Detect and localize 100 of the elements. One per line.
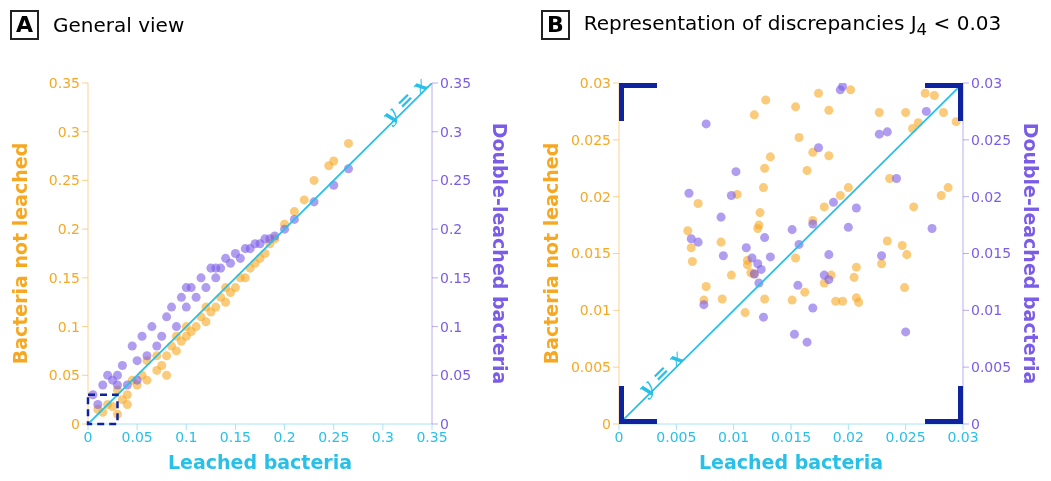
point	[882, 127, 892, 137]
y2-tick-label: 0.03	[971, 74, 1003, 91]
x-tick-label: 0	[614, 428, 624, 445]
chart-title: General view	[53, 13, 185, 37]
y2-axis-title: Double-leached bacteria	[1020, 122, 1043, 385]
y-tick-label: 0.025	[570, 131, 611, 148]
y-tick-label: 0.01	[579, 302, 611, 319]
point	[901, 327, 911, 337]
point	[162, 312, 172, 322]
point	[240, 273, 250, 283]
y2-tick-label: 0.2	[440, 221, 463, 238]
y-tick-label: 0.3	[57, 123, 80, 140]
y2-tick-label: 0.025	[971, 131, 1012, 148]
point	[235, 253, 245, 263]
point	[171, 346, 181, 356]
point	[814, 143, 824, 153]
y2-tick-label: 0.01	[971, 302, 1003, 319]
point	[112, 380, 122, 390]
x-tick-label: 0.02	[832, 428, 864, 445]
point	[98, 380, 108, 390]
x-axis-title: Leached bacteria	[698, 451, 884, 473]
point	[176, 292, 186, 302]
point	[835, 85, 845, 95]
x-tick-label: 0.15	[219, 428, 252, 445]
point	[309, 175, 319, 185]
chart-title: Representation of discrepancies J$_{4}$ < 0.03	[583, 11, 1002, 39]
point	[162, 351, 172, 361]
point	[108, 401, 118, 411]
y-tick-label: 0.2	[57, 221, 80, 238]
point	[684, 188, 694, 198]
point	[122, 400, 132, 410]
point	[731, 167, 741, 177]
point	[789, 329, 799, 339]
point	[191, 292, 201, 302]
y-axis-title: Bacteria not leached	[539, 142, 562, 365]
x-tick-label: 0.015	[770, 428, 812, 445]
x-tick-label: 0.05	[121, 428, 153, 445]
point	[127, 341, 137, 351]
y2-tick-label: 0.015	[971, 245, 1012, 262]
point	[726, 191, 736, 201]
point	[701, 119, 711, 129]
y-tick-label: 0.03	[579, 74, 611, 91]
point	[162, 370, 172, 380]
y-tick-label: 0.005	[570, 359, 611, 376]
point	[686, 234, 696, 244]
point	[828, 197, 838, 207]
point	[824, 250, 834, 260]
point	[112, 370, 122, 380]
point	[921, 106, 931, 116]
y-tick-label: 0.15	[48, 269, 80, 286]
y-tick-label: 0.05	[48, 367, 80, 384]
annotation: y = x	[376, 71, 434, 129]
y2-tick-label: 0.35	[440, 74, 472, 91]
text: B	[541, 10, 570, 40]
point	[211, 273, 221, 283]
y2-tick-label: 0.05	[440, 367, 472, 384]
point	[289, 207, 299, 217]
point	[329, 156, 339, 166]
x-tick-label: 0	[83, 428, 93, 445]
point	[132, 356, 142, 366]
y2-tick-label: 0.3	[440, 123, 463, 140]
point	[802, 337, 812, 347]
point	[152, 341, 162, 351]
y-axis-title: Bacteria not leached	[8, 142, 31, 365]
y-tick-label: 0.1	[57, 318, 80, 335]
point	[843, 222, 853, 232]
y2-tick-label: 0.15	[440, 269, 472, 286]
point	[716, 212, 726, 222]
y2-tick-label: 0.02	[971, 188, 1003, 205]
point	[142, 375, 152, 385]
point	[157, 361, 167, 371]
x-tick-label: 0.025	[885, 428, 926, 445]
point	[171, 322, 181, 332]
y-tick-label: 0.25	[48, 172, 80, 189]
point	[824, 275, 834, 285]
y2-tick-label: 0.005	[971, 359, 1012, 376]
point	[211, 302, 221, 312]
x-tick-label: 0.2	[273, 428, 296, 445]
point	[196, 273, 206, 283]
point	[226, 258, 236, 268]
point	[221, 297, 231, 307]
point	[874, 129, 884, 139]
point	[230, 283, 240, 293]
point	[718, 251, 728, 261]
point	[157, 331, 167, 341]
y-tick-label: 0.02	[579, 188, 611, 205]
point	[693, 237, 703, 247]
x-tick-label: 0.1	[175, 428, 198, 445]
point	[181, 302, 191, 312]
y-tick-label: 0.35	[48, 74, 80, 91]
point	[765, 252, 775, 262]
point	[808, 303, 818, 313]
point	[142, 351, 152, 361]
point	[851, 203, 861, 213]
point	[758, 312, 768, 322]
point	[117, 361, 127, 371]
point	[299, 195, 309, 205]
point	[137, 331, 147, 341]
point	[760, 233, 770, 243]
y-tick-label: 0	[71, 415, 80, 432]
